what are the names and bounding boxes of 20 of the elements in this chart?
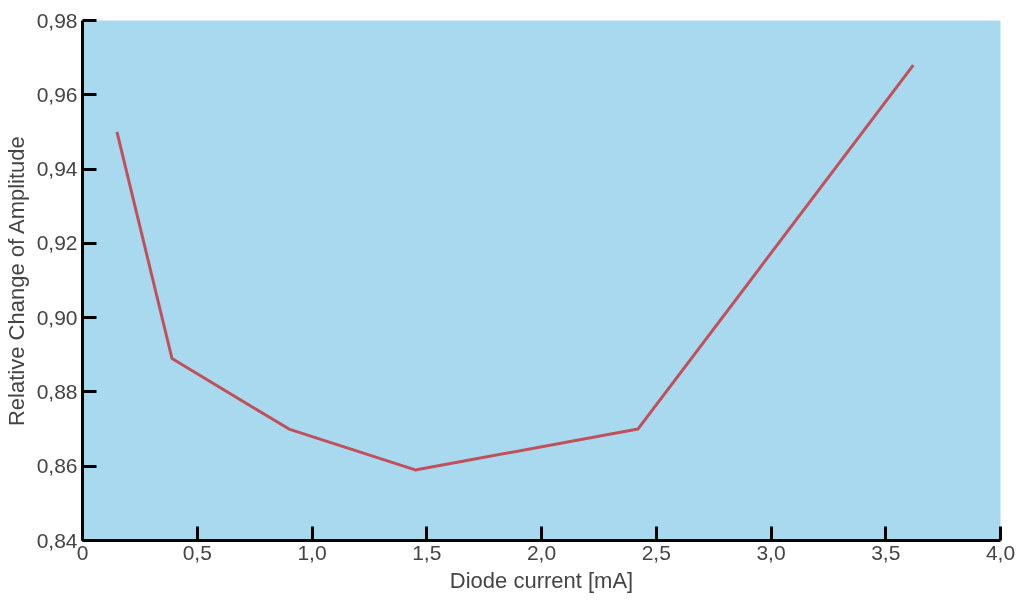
y-axis-title: Relative Change of Amplitude xyxy=(3,136,29,427)
y-tick-label: 0,88 xyxy=(36,379,78,403)
y-tick-label: 0,84 xyxy=(36,528,78,552)
x-tick-label: 1,5 xyxy=(412,540,442,564)
x-tick-label: 0 xyxy=(76,540,89,564)
line-series xyxy=(115,63,915,472)
x-axis-title: Diode current [mA] xyxy=(449,567,634,593)
y-tick-label: 0,98 xyxy=(36,8,78,32)
x-tick-label: 3,5 xyxy=(871,540,901,564)
y-tick-label: 0,92 xyxy=(36,231,78,255)
y-tick-label: 0,94 xyxy=(36,157,78,181)
y-tick-label: 0,90 xyxy=(36,305,78,329)
x-tick-label: 2,5 xyxy=(641,540,671,564)
x-tick-label: 3,0 xyxy=(756,540,786,564)
x-tick-label: 1,0 xyxy=(297,540,327,564)
x-tick-label: 0,5 xyxy=(182,540,212,564)
x-tick-label: 4,0 xyxy=(985,540,1016,564)
x-tick-label: 2,0 xyxy=(526,540,557,564)
y-tick-label: 0,86 xyxy=(36,454,78,478)
y-tick-label: 0,96 xyxy=(36,82,78,106)
